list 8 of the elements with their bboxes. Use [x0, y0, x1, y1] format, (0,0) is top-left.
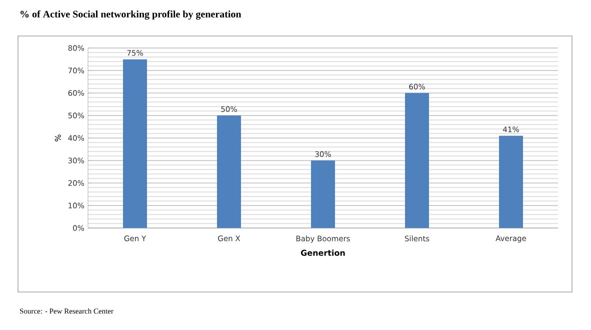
chart-title: % of Active Social networking profile by generation [20, 10, 242, 20]
bar [217, 116, 241, 228]
x-axis-title: Genertion [300, 250, 345, 256]
bar [499, 136, 523, 228]
bar [123, 59, 147, 228]
y-axis-title: % [54, 134, 61, 142]
bar [311, 160, 335, 228]
bar [405, 93, 429, 228]
